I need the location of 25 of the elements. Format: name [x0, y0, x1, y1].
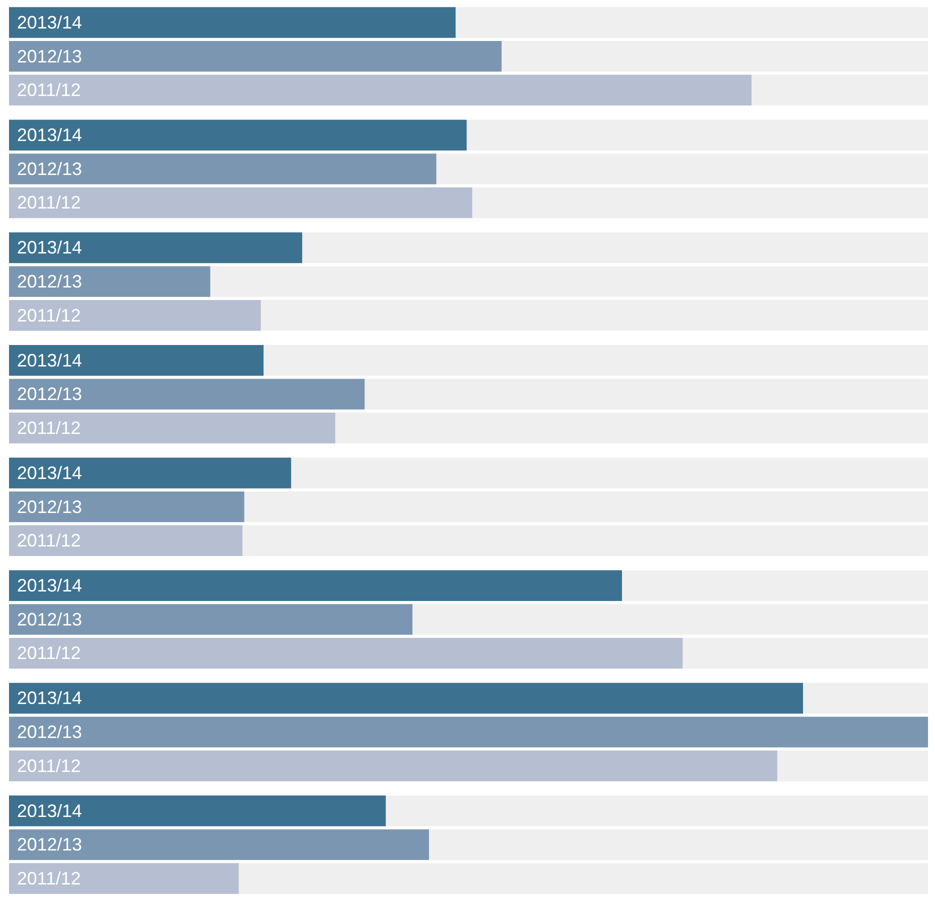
text: 2011/12 [17, 530, 81, 551]
text: 2011/12 [17, 192, 81, 213]
text: 2013/14 [17, 238, 82, 258]
text: 2013/14 [17, 688, 82, 708]
text: 2012/13 [17, 496, 82, 517]
text: 2013/14 [17, 576, 82, 596]
text: 2011/12 [17, 643, 81, 664]
bar [9, 266, 210, 297]
text: 2011/12 [17, 756, 81, 776]
text: 2012/13 [17, 722, 82, 742]
series-label: 2012/13 [17, 609, 82, 630]
text: 2013/14 [17, 800, 82, 821]
text: 2012/13 [17, 158, 82, 179]
text: 2012/13 [17, 384, 82, 404]
text: 2013/14 [17, 350, 82, 370]
series-label: 2011/12 [17, 305, 81, 326]
text: 2011/12 [17, 868, 81, 888]
text: 2012/13 [17, 272, 82, 292]
text: 2013/14 [17, 462, 82, 483]
text: 2011/12 [17, 418, 81, 438]
text: 2013/14 [17, 125, 82, 146]
series-label: 2013/14 [17, 12, 82, 32]
text: 2011/12 [17, 80, 81, 100]
text: 2012/13 [17, 46, 82, 66]
text: 2012/13 [17, 834, 82, 855]
